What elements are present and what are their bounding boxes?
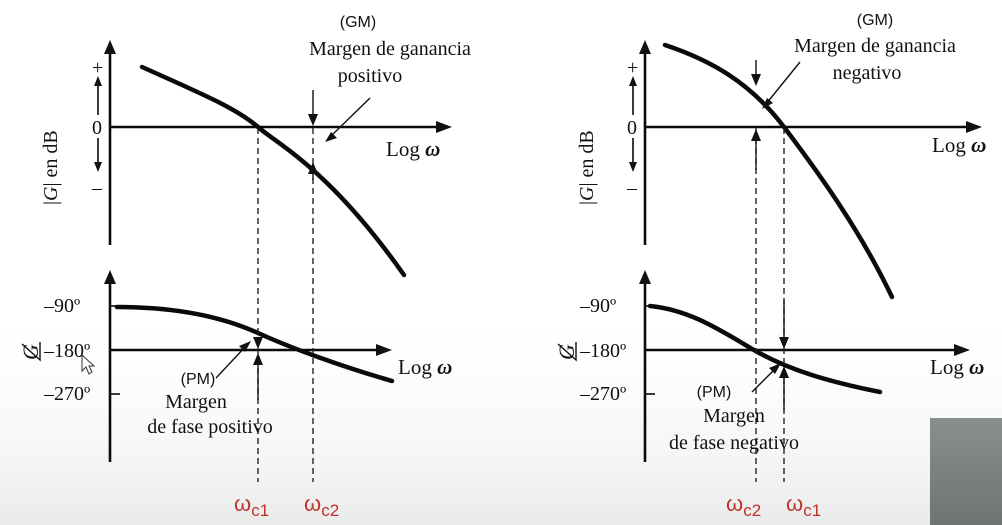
right-tick-270-label: –270º xyxy=(579,383,626,405)
left-phase-y-arrowhead xyxy=(104,270,116,284)
left-pm-leader xyxy=(215,345,247,379)
right-gain-axes: + 0 – Log ω |G| en dB xyxy=(576,40,986,245)
right-tick-90-label: –90º xyxy=(579,295,616,317)
right-gain-x-arrowhead xyxy=(966,121,982,133)
left-plus-label: + xyxy=(92,57,103,79)
right-gm-leader xyxy=(765,61,801,105)
left-tick-180-label: –180º xyxy=(43,340,90,362)
right-pm-leader-head xyxy=(769,363,781,374)
left-gm-arrowhead-up xyxy=(308,162,318,174)
right-minus-label: – xyxy=(626,177,638,199)
left-pm-line1: Margen xyxy=(165,391,227,413)
left-gm-leader-head xyxy=(325,132,337,142)
right-pm-arrowhead-up xyxy=(779,366,789,378)
left-gm-line2: positivo xyxy=(338,65,402,87)
left-phase-x-arrowhead xyxy=(376,344,392,356)
video-thumbnail-overlay xyxy=(930,418,1002,525)
left-phase-xlabel: Log ω xyxy=(398,355,452,379)
left-gain-ylabel: |G| en dB xyxy=(40,130,62,205)
left-tick-270-label: –270º xyxy=(43,383,90,405)
left-zero-label: 0 xyxy=(92,117,102,139)
right-gm-arrowhead-up xyxy=(751,129,761,141)
right-gain-y-arrowhead xyxy=(639,40,651,54)
right-gain-xlabel: Log ω xyxy=(932,133,986,157)
right-gain-ylabel: |G| en dB xyxy=(576,130,598,205)
right-phase-axes: –90º –180º –270º Log ω G xyxy=(554,270,984,462)
left-gain-xlabel: Log ω xyxy=(386,137,440,161)
right-angle-symbol xyxy=(557,342,577,362)
right-phase-x-arrowhead xyxy=(954,344,970,356)
left-omega-c1-label: ωc1 xyxy=(234,491,269,520)
left-gm-abbr: (GM) xyxy=(340,14,376,31)
mouse-cursor-icon xyxy=(81,353,96,375)
right-pm-arrowhead-down xyxy=(779,337,789,349)
right-minus-arrowhead xyxy=(629,162,637,172)
left-plus-arrowhead xyxy=(94,76,102,86)
left-pm-line2: de fase positivo xyxy=(147,416,273,438)
left-pm-leader-head xyxy=(239,341,251,352)
left-gain-x-arrowhead xyxy=(436,121,452,133)
bottom-shading xyxy=(0,300,1002,525)
left-pm-arrowhead-down xyxy=(253,337,263,349)
right-bode-diagram: + 0 – Log ω |G| en dB –90º –180º –270º L… xyxy=(554,12,986,520)
right-phase-ylabel: G xyxy=(554,342,579,362)
right-gm-arrowhead-down xyxy=(751,74,761,86)
right-gm-leader-head xyxy=(762,98,773,109)
left-minus-arrowhead xyxy=(94,162,102,172)
right-phase-curve xyxy=(647,303,883,395)
right-phase-y-arrowhead xyxy=(639,270,651,284)
right-plus-arrowhead xyxy=(629,76,637,86)
right-omega-c2-label: ωc2 xyxy=(726,491,761,520)
left-bode-diagram: + 0 – Log ω |G| en dB –90º –180º –270º L… xyxy=(18,14,471,520)
right-pm-line1: Margen xyxy=(703,405,765,427)
left-pm-abbr: (PM) xyxy=(181,371,216,388)
right-phase-xlabel: Log ω xyxy=(930,355,984,379)
right-gm-line2: negativo xyxy=(833,62,902,84)
right-pm-leader xyxy=(751,367,777,393)
right-omega-c1-label: ωc1 xyxy=(786,491,821,520)
left-gm-line1: Margen de ganancia xyxy=(309,38,471,60)
right-gain-curve xyxy=(662,42,895,300)
right-zero-label: 0 xyxy=(627,117,637,139)
right-pm-line2: de fase negativo xyxy=(669,432,799,454)
left-pm-arrowhead-up xyxy=(253,353,263,365)
left-gm-leader xyxy=(329,97,371,138)
left-gain-y-arrowhead xyxy=(104,40,116,54)
right-gm-abbr: (GM) xyxy=(857,12,893,29)
left-omega-c2-label: ωc2 xyxy=(304,491,339,520)
left-gm-arrowhead-down xyxy=(308,114,318,126)
right-tick-180-label: –180º xyxy=(579,340,626,362)
left-phase-axes: –90º –180º –270º Log ω G xyxy=(18,270,452,462)
right-gm-line1: Margen de ganancia xyxy=(794,35,956,57)
right-pm-abbr: (PM) xyxy=(697,384,732,401)
left-phase-ylabel: G xyxy=(18,342,43,362)
right-plus-label: + xyxy=(627,57,638,79)
left-minus-label: – xyxy=(91,177,103,199)
left-gain-curve xyxy=(139,64,407,278)
left-angle-symbol xyxy=(21,342,41,362)
left-tick-90-label: –90º xyxy=(43,295,80,317)
left-gain-axes: + 0 – Log ω |G| en dB xyxy=(40,40,452,245)
